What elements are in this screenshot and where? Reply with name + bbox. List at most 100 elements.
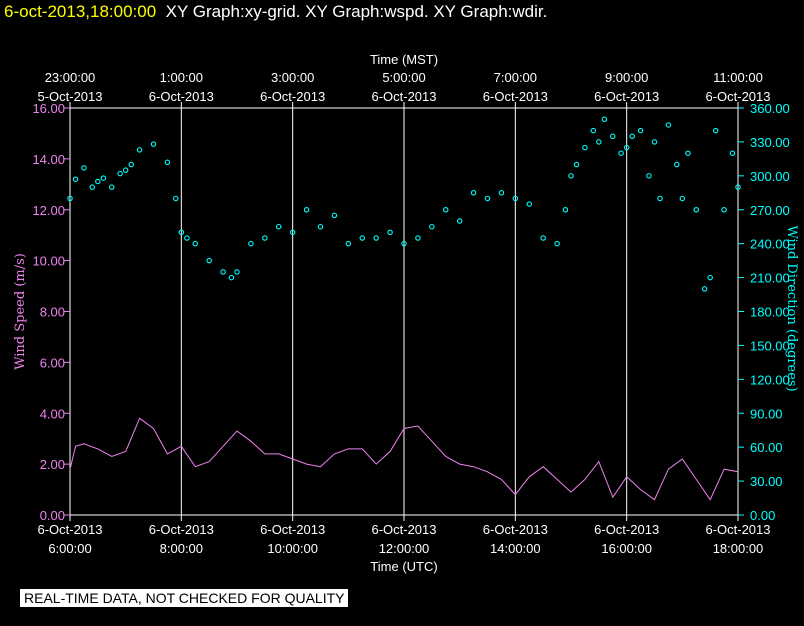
x-tick-label-top-date: 6-Oct-2013: [483, 89, 548, 104]
y-tick-label-right: 60.00: [750, 440, 783, 455]
y-tick-label-right: 300.00: [750, 169, 790, 184]
wind-direction-point: [117, 170, 123, 177]
wind-direction-point: [303, 207, 310, 213]
wind-speed-line: [69, 417, 739, 501]
wind-direction-point: [609, 133, 616, 140]
wind-direction-point: [228, 274, 235, 281]
wind-direction-point: [81, 165, 87, 171]
wind-direction-point: [679, 195, 686, 202]
x-tick-label-bottom-date: 6-Oct-2013: [594, 522, 659, 537]
x-axis-title-bottom: Time (UTC): [370, 559, 437, 574]
wind-direction-point: [136, 147, 143, 153]
y-tick-label-right: 150.00: [750, 338, 790, 353]
x-tick-label-top-time: 11:00:00: [713, 70, 763, 85]
wind-direction-point: [735, 184, 741, 190]
y-tick-label-right: 240.00: [750, 237, 790, 252]
wind-direction-point: [573, 161, 580, 168]
x-tick-label-top-time: 23:00:00: [45, 70, 96, 85]
wind-direction-point: [220, 269, 226, 275]
wind-direction-point: [150, 141, 157, 147]
y-tick-label-left: 4.00: [40, 406, 65, 421]
wind-direction-point: [657, 195, 663, 202]
wind-direction-point: [192, 240, 199, 247]
x-tick-label-top-date: 6-Oct-2013: [260, 89, 325, 104]
wind-direction-point: [729, 150, 736, 156]
wind-direction-point: [618, 150, 624, 156]
x-tick-label-top-time: 3:00:00: [271, 70, 314, 85]
wind-direction-point: [206, 257, 212, 264]
wind-direction-point: [429, 223, 435, 230]
wind-direction-point: [234, 269, 240, 275]
y-tick-label-right: 90.00: [750, 406, 783, 421]
y-tick-label-left: 8.00: [40, 305, 65, 320]
y-tick-label-right: 0.00: [750, 508, 775, 523]
wind-direction-point: [345, 240, 352, 247]
wind-direction-point: [651, 139, 658, 145]
wind-direction-point: [637, 127, 644, 134]
x-tick-label-top-time: 5:00:00: [382, 70, 425, 85]
wind-direction-point: [100, 175, 107, 181]
wind-direction-point: [373, 235, 379, 241]
y-tick-label-right: 330.00: [750, 135, 790, 150]
wind-direction-point: [275, 223, 282, 230]
y-tick-label-right: 30.00: [750, 474, 783, 489]
y-tick-label-left: 6.00: [40, 355, 65, 370]
wind-direction-point: [665, 122, 672, 128]
wind-direction-point: [685, 150, 691, 156]
wind-direction-point: [289, 229, 296, 236]
graph-names: XY Graph:xy-grid. XY Graph:wspd. XY Grap…: [165, 2, 548, 21]
wind-direction-point: [122, 167, 129, 173]
wind-direction-point: [596, 139, 602, 145]
y-tick-label-left: 12.00: [32, 203, 65, 218]
x-tick-label-top-date: 6-Oct-2013: [705, 89, 770, 104]
wind-direction-point: [456, 218, 463, 224]
y-tick-label-left: 14.00: [32, 152, 65, 167]
wind-direction-point: [72, 176, 79, 182]
wind-direction-point: [317, 223, 324, 230]
x-tick-label-bottom-date: 6-Oct-2013: [260, 522, 325, 537]
x-tick-label-bottom-time: 16:00:00: [601, 541, 652, 556]
x-tick-label-top-date: 6-Oct-2013: [149, 89, 214, 104]
y-tick-label-right: 360.00: [750, 101, 790, 116]
wind-direction-point: [262, 235, 268, 241]
wind-direction-point: [128, 161, 134, 168]
wind-direction-point: [674, 161, 680, 168]
y-tick-label-right: 270.00: [750, 203, 790, 218]
y-axis-title-left: Wind Speed (m/s): [13, 253, 28, 370]
wind-direction-point: [554, 240, 560, 247]
x-tick-label-top-time: 7:00:00: [494, 70, 537, 85]
wind-direction-point: [707, 274, 713, 281]
wind-direction-point: [331, 212, 338, 219]
timestamp: 6-oct-2013,18:00:00: [4, 2, 157, 21]
y-tick-label-left: 0.00: [40, 508, 65, 523]
wind-direction-point: [712, 127, 719, 134]
wind-direction-point: [484, 195, 491, 202]
wind-direction-point: [568, 173, 574, 179]
wind-direction-point: [95, 178, 101, 185]
wind-direction-point: [562, 207, 569, 213]
x-tick-label-bottom-date: 6-Oct-2013: [37, 522, 102, 537]
wind-direction-point: [470, 190, 477, 196]
x-tick-label-bottom-time: 10:00:00: [267, 541, 318, 556]
wind-direction-point: [701, 286, 708, 292]
x-tick-label-top-date: 6-Oct-2013: [594, 89, 659, 104]
header: 6-oct-2013,18:00:00 XY Graph:xy-grid. XY…: [4, 2, 547, 22]
x-tick-label-top-date: 5-Oct-2013: [37, 89, 102, 104]
y-tick-label-left: 16.00: [32, 101, 65, 116]
wind-direction-point: [498, 190, 505, 196]
x-tick-label-bottom-date: 6-Oct-2013: [483, 522, 548, 537]
wind-direction-point: [415, 235, 421, 241]
wind-direction-point: [590, 127, 597, 134]
wind-direction-point: [512, 195, 519, 202]
wind-direction-point: [693, 207, 699, 213]
y-tick-label-right: 120.00: [750, 372, 790, 387]
x-axis-title-top: Time (MST): [370, 52, 438, 67]
quality-note: REAL-TIME DATA, NOT CHECKED FOR QUALITY: [20, 589, 349, 607]
wind-direction-point: [173, 195, 179, 202]
y-axis-title-right: Wind Direction (degrees): [784, 225, 799, 391]
wind-direction-point: [184, 235, 190, 241]
wind-direction-point: [629, 133, 635, 140]
wind-direction-point: [387, 229, 393, 236]
x-tick-label-bottom-time: 18:00:00: [713, 541, 764, 556]
